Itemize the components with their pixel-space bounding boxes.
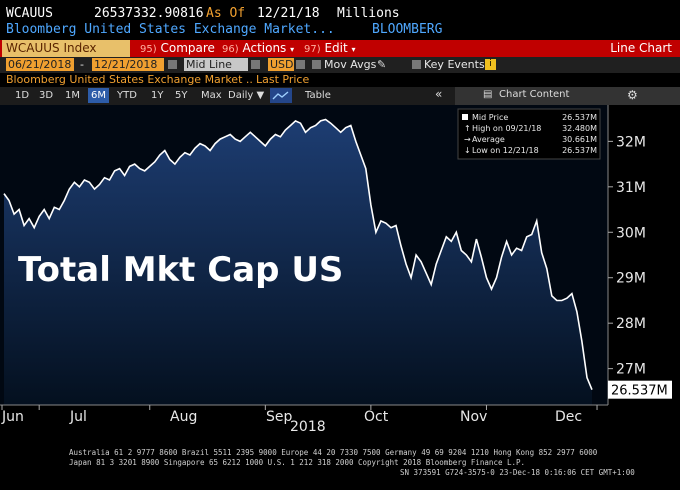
period-select[interactable]: Daily ▼ <box>228 90 265 101</box>
stats-legend: Mid Price 26.537M ↑ High on 09/21/18 32.… <box>457 108 601 160</box>
current-value: 26537332.90816 <box>94 6 204 21</box>
as-of-label: As Of <box>206 6 246 21</box>
actions-menu[interactable]: 96) Actions ▾ <box>222 41 295 55</box>
range-tab-3d[interactable]: 3D <box>39 90 54 101</box>
footer-contact-line-2: Japan 81 3 3201 8900 Singapore 65 6212 1… <box>69 458 526 467</box>
x-axis-year-label: 2018 <box>290 419 326 435</box>
high-arrow-icon: ↑ <box>464 124 471 133</box>
series-legend-row: Bloomberg United States Exchange Market … <box>0 73 680 87</box>
footer-session-line: SN 373591 G724-3575-0 23-Dec-18 0:16:06 … <box>400 468 635 477</box>
series-swatch <box>462 114 468 120</box>
chart-content-label[interactable]: Chart Content <box>499 89 570 100</box>
x-tick-label: Jul <box>69 409 87 425</box>
chart-svg: 27M 28M 29M 30M 31M 32M Jun Jul Aug Sep Oct Nov Dec… <box>0 105 672 435</box>
dropdown-arrow-icon: ▼ <box>256 90 265 101</box>
end-date-field[interactable]: 12/21/2018 <box>92 58 164 71</box>
x-tick-label: Nov <box>460 409 487 425</box>
y-tick-label: 29M <box>616 271 646 287</box>
x-tick-label: Aug <box>170 409 197 425</box>
last-value-marker: 26.537M <box>608 380 672 399</box>
price-chart: 27M 28M 29M 30M 31M 32M Jun Jul Aug Sep Oct Nov Dec… <box>0 105 680 435</box>
price-line <box>3 118 593 391</box>
line-chart-icon-svg <box>272 91 289 100</box>
mov-avgs-label: Mov Avgs <box>324 58 377 71</box>
stat-avg-label: Average <box>472 135 505 144</box>
range-tab-max[interactable]: Max <box>201 90 222 101</box>
series-field: Last Price <box>256 73 310 86</box>
key-events-checkbox[interactable] <box>412 60 421 69</box>
x-tick-label: Sep <box>266 409 293 425</box>
chart-type-title: Line Chart <box>610 41 672 55</box>
stat-mid-value: 26.537M <box>562 113 597 122</box>
range-tab-1y[interactable]: 1Y <box>151 90 164 101</box>
edit-menu[interactable]: 97) Edit ▾ <box>304 41 356 55</box>
y-tick-label: 31M <box>616 180 646 196</box>
source-label: BLOOMBERG <box>372 22 443 37</box>
stat-mid-label: Mid Price <box>472 113 508 122</box>
line-chart-icon[interactable] <box>270 88 292 103</box>
ticker-symbol: WCAUUS <box>6 6 53 21</box>
pencil-icon[interactable]: ✎ <box>377 58 387 71</box>
series-name: Bloomberg United States Exchange Market … <box>6 73 253 86</box>
stat-high-label: High on 09/21/18 <box>472 124 541 133</box>
x-tick-label: Dec <box>555 409 582 425</box>
chart-overlay-title: Total Mkt Cap US <box>18 250 343 290</box>
key-events-label: Key Events <box>424 58 485 71</box>
security-description-row: Bloomberg United States Exchange Market.… <box>0 22 680 39</box>
dropdown-icon[interactable] <box>296 60 305 69</box>
range-tabs-bar: 1D 3D 1M 6M YTD 1Y 5Y Max Daily ▼ Table « ▤ Cha… <box>0 87 680 105</box>
y-tick-label: 30M <box>616 225 646 241</box>
currency-field[interactable]: USD <box>268 58 294 71</box>
collapse-panel-button[interactable]: « <box>435 87 443 101</box>
date-range-bar: 06/21/2018 - 12/21/2018 Mid Line USD Mov… <box>0 57 680 73</box>
y-tick-label: 28M <box>616 316 646 332</box>
range-tab-1m[interactable]: 1M <box>65 90 80 101</box>
range-tab-ytd[interactable]: YTD <box>117 90 137 101</box>
dropdown-arrow-icon: ▾ <box>351 45 356 54</box>
stat-high-value: 32.480M <box>562 124 597 133</box>
price-area-fill <box>4 119 592 405</box>
footer-contact-line-1: Australia 61 2 9777 8600 Brazil 5511 239… <box>69 448 598 457</box>
copyright-footer: Australia 61 2 9777 8600 Brazil 5511 239… <box>0 448 680 490</box>
low-arrow-icon: ↓ <box>464 146 471 155</box>
price-field-select[interactable]: Mid Line <box>184 58 248 71</box>
x-tick-label: Jun <box>1 409 24 425</box>
chart-icon: ▤ <box>483 89 493 100</box>
stat-low-label: Low on 12/21/18 <box>472 146 539 155</box>
stat-avg-value: 30.661M <box>562 135 597 144</box>
range-tab-5y[interactable]: 5Y <box>175 90 188 101</box>
gear-icon[interactable]: ⚙ <box>627 88 638 102</box>
average-arrow-icon: → <box>464 135 471 144</box>
start-date-field[interactable]: 06/21/2018 <box>6 58 74 71</box>
y-tick-label: 32M <box>616 134 646 150</box>
function-toolbar: WCAUUS Index 95) Compare 96) Actions ▾ 9… <box>0 40 680 57</box>
units-label: Millions <box>337 6 400 21</box>
y-tick-label: 27M <box>616 362 646 378</box>
stat-low-value: 26.537M <box>562 146 597 155</box>
calendar-icon[interactable] <box>168 60 177 69</box>
range-tab-6m[interactable]: 6M <box>88 88 109 103</box>
as-of-date: 12/21/18 <box>257 6 320 21</box>
compare-menu[interactable]: 95) Compare <box>140 41 215 55</box>
info-icon[interactable]: i <box>485 59 496 70</box>
dropdown-icon[interactable] <box>251 60 260 69</box>
range-tab-1d[interactable]: 1D <box>15 90 30 101</box>
x-tick-label: Oct <box>364 409 389 425</box>
security-description: Bloomberg United States Exchange Market.… <box>6 22 335 37</box>
chart-content-header: « ▤ Chart Content ⚙ <box>435 87 680 105</box>
mov-avgs-checkbox[interactable] <box>312 60 321 69</box>
dropdown-arrow-icon: ▾ <box>290 45 295 54</box>
last-value-label: 26.537M <box>611 384 668 399</box>
security-header-row: WCAUUS 26537332.90816 As Of 12/21/18 Mil… <box>0 2 680 24</box>
security-field[interactable]: WCAUUS Index <box>2 40 130 57</box>
table-button[interactable]: Table <box>305 90 331 101</box>
